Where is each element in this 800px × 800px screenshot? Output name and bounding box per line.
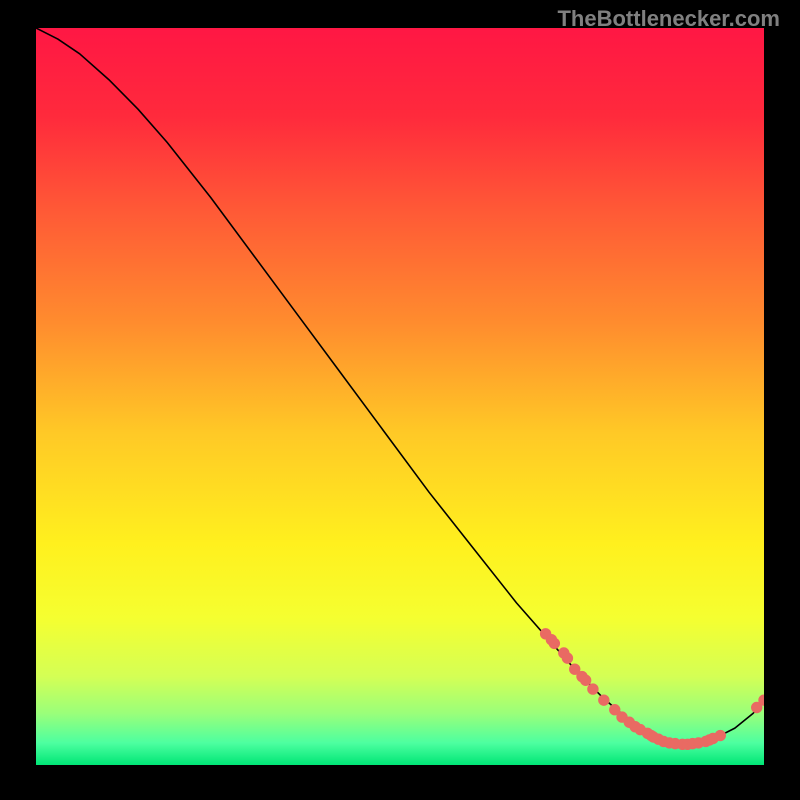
- scatter-marker: [715, 730, 725, 740]
- scatter-marker: [580, 675, 590, 685]
- plot-svg: [36, 28, 764, 765]
- scatter-marker: [549, 638, 559, 648]
- scatter-marker: [588, 684, 598, 694]
- gradient-background: [36, 28, 764, 765]
- plot-area: [36, 28, 764, 765]
- chart-container: TheBottlenecker.com: [0, 0, 800, 800]
- scatter-marker: [562, 653, 572, 663]
- watermark-text: TheBottlenecker.com: [557, 6, 780, 32]
- scatter-marker: [599, 695, 609, 705]
